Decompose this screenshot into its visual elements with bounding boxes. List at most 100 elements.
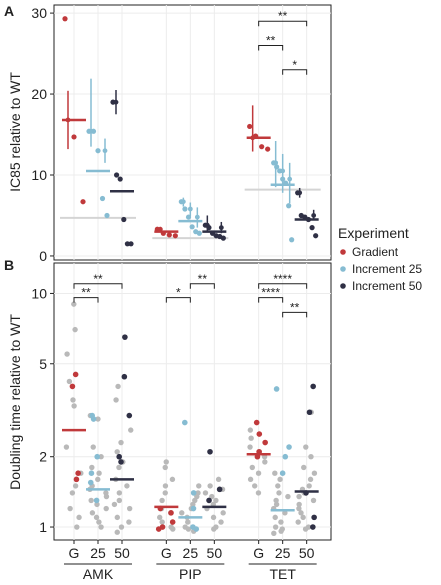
panel-b-point-increment50 (216, 486, 223, 493)
panel-a-significance: ***** (258, 9, 308, 75)
panel-b-population-point (76, 514, 82, 521)
panel-b-x-group-label: AMK (83, 566, 114, 582)
panel-a-point-gradient (265, 146, 271, 152)
panel-b-population-point (278, 528, 284, 534)
panel-b-population-point (247, 476, 254, 483)
panel-b-population-point (116, 497, 123, 504)
panel-b-population-point (210, 514, 217, 521)
panel-b-population-point (272, 524, 279, 530)
panel-b-marks (62, 301, 319, 537)
legend-swatch-increment50 (340, 283, 346, 289)
panel-b-point-increment25 (286, 444, 292, 450)
panel-a-errorbar-center-increment25 (88, 128, 94, 134)
panel-b-point-increment50 (206, 497, 212, 504)
panel-b-population-point (170, 526, 176, 532)
panel-b-population-point (118, 439, 124, 446)
panel-b-population-point (66, 378, 73, 385)
legend-label-gradient: Gradient (352, 245, 399, 259)
panel-b-y-ticks: 1 2 5 10 (31, 285, 54, 535)
panel-a-errorbar-center-increment25 (180, 199, 186, 205)
panel-b-population-point (69, 490, 76, 496)
panel-a-y-tick-label: 0 (39, 248, 47, 264)
panel-a-significance-label: ** (266, 33, 276, 47)
panel-a-marks (62, 16, 319, 247)
panel-b-population-point (306, 483, 312, 489)
panel-b-population-point (162, 464, 168, 471)
panel-a-point-gradient (259, 144, 265, 150)
panel-b-population-point (71, 301, 77, 307)
panel-b-population-point (113, 397, 119, 403)
panel-b-population-point (249, 464, 255, 471)
panel-label-b: B (4, 257, 14, 273)
panel-b-population-point (96, 470, 102, 476)
panel-b-x-tick-label: 50 (299, 545, 315, 561)
panel-b-point-increment25 (273, 386, 280, 392)
panel-b-population-point (103, 493, 110, 500)
panel-a-point-gradient (247, 123, 253, 130)
panel-b-point-increment50 (207, 448, 213, 455)
panel-b-x-group-label: PIP (179, 566, 202, 582)
panel-a-errorbar-center-increment25 (102, 148, 108, 154)
panel-b-population-point (215, 476, 222, 483)
panel-b-point-gradient (169, 519, 176, 525)
panel-b-point-gradient (75, 470, 81, 477)
panel-b-point-increment50 (306, 409, 313, 416)
panel-b-x-tick-label: 50 (114, 545, 130, 561)
legend-swatch-increment25 (340, 266, 346, 272)
panel-a-point-increment50 (309, 225, 315, 231)
panel-a-y-tick-label: 30 (31, 5, 47, 21)
panel-a-significance-label: ** (278, 9, 288, 23)
panel-b-significance: **** *** ********** (73, 272, 308, 318)
panel-b-population-point (272, 514, 278, 521)
panel-a-point-increment25 (95, 148, 101, 154)
panel-b-population-point (273, 497, 279, 504)
panel-b-population-point (98, 454, 104, 460)
panel-b-population-point (272, 470, 278, 476)
panel-b-x-group-label: TET (269, 566, 296, 582)
panel-b-y-tick-label: 10 (31, 285, 47, 301)
panel-b-population-point (70, 397, 76, 403)
panel-b-population-point (247, 444, 253, 450)
legend: Experiment Gradient Increment 25 Increment… (338, 225, 422, 293)
panel-a-point-gradient (62, 16, 68, 22)
panel-a-point-gradient (71, 134, 77, 140)
panel-b-population-point (202, 490, 209, 496)
panel-b-point-increment25 (88, 470, 95, 477)
panel-b-significance-bracket (73, 297, 99, 303)
panel-b-population-point (276, 490, 282, 496)
panel-b-population-point (116, 490, 123, 496)
panel-b-x-tick-label: 25 (90, 545, 106, 561)
panel-b-significance-bracket (73, 283, 123, 289)
panel-b-population-point (251, 483, 258, 489)
panel-b-population-point (296, 493, 302, 500)
panel-b-point-gradient (69, 383, 76, 390)
panel-a-errorbar-center-increment25 (194, 214, 200, 220)
panel-b-point-increment25 (182, 419, 188, 426)
panel-b-population-point (115, 383, 121, 390)
panel-b-significance-bracket (189, 283, 215, 289)
panel-b-population-point (278, 519, 284, 525)
panel-b-population-point (310, 497, 317, 504)
panel-b-x-tick-label: G (161, 545, 172, 561)
panel-b-population-point (89, 510, 96, 516)
panel-b-population-point (308, 454, 314, 460)
panel-a-errorbar-center-increment50 (113, 99, 119, 105)
panel-b-population-point (159, 519, 165, 525)
panel-label-a: A (4, 3, 14, 19)
panel-b-point-increment50 (122, 334, 128, 340)
panel-b-population-point (111, 501, 118, 508)
panel-b-population-point (93, 514, 100, 521)
panel-b-population-point (126, 505, 133, 512)
panel-b-point-increment25 (193, 526, 200, 532)
panel-b-point-gradient (168, 510, 174, 516)
panel-b-population-point (95, 476, 101, 483)
panel-b-population-point (114, 529, 120, 535)
panel-a-errorbar-center-increment25 (187, 206, 193, 212)
panel-b-population-point (157, 514, 163, 521)
panel-b-population-point (179, 510, 185, 516)
panel-b-point-increment25 (190, 490, 197, 496)
panel-b-population-point (63, 444, 70, 450)
panel-a-point-increment25 (286, 203, 292, 209)
